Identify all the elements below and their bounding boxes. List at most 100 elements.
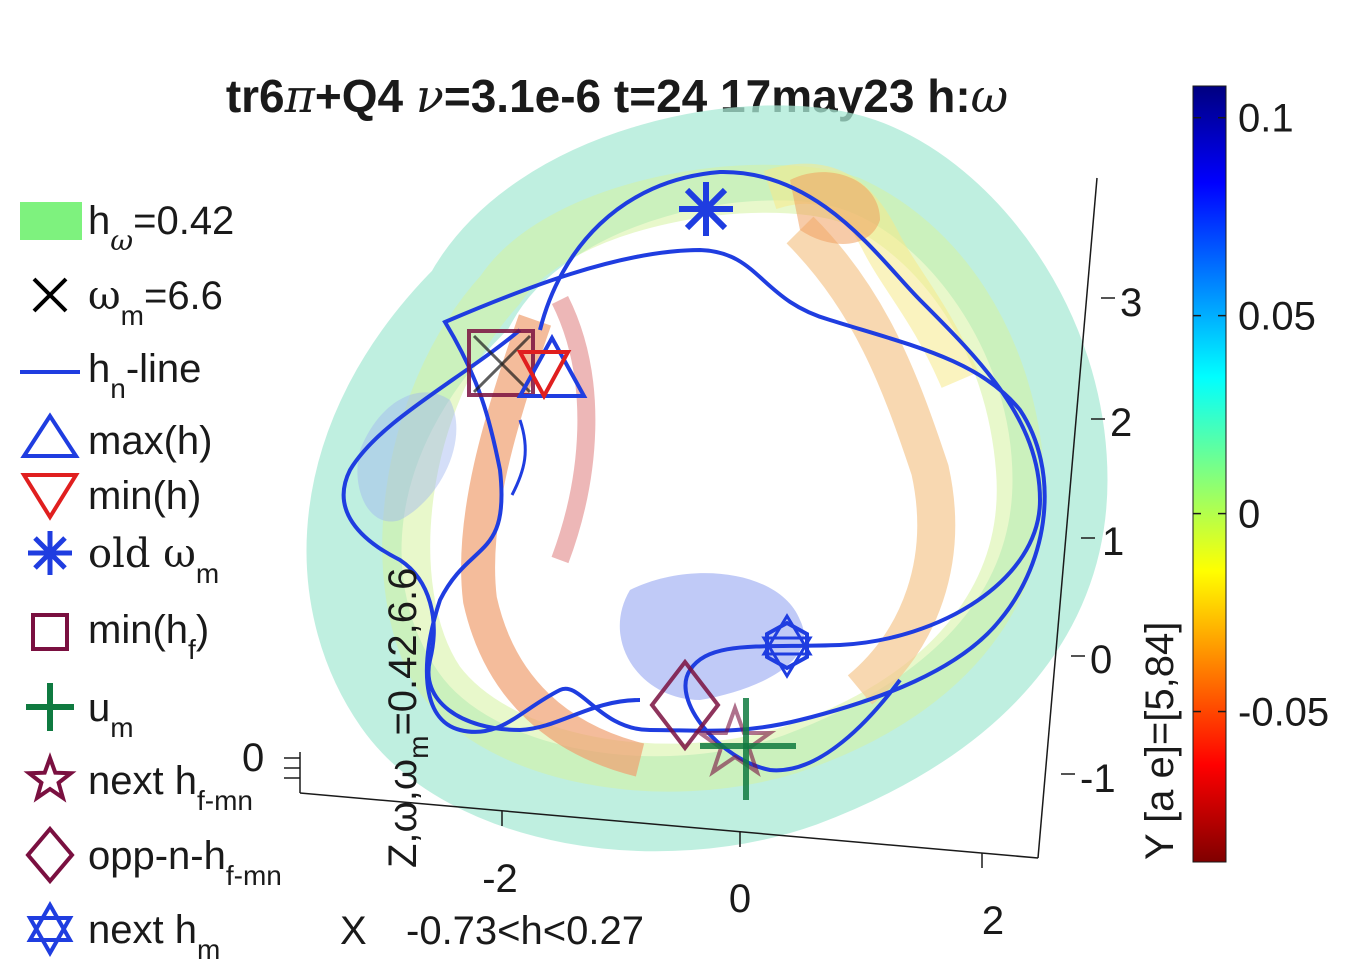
legend-label-sub: ω xyxy=(110,224,133,257)
z-label-tail: =0.42,6.6 xyxy=(381,568,425,736)
colorbar-tick-label: 0.1 xyxy=(1238,97,1294,141)
isosurface-band-red xyxy=(551,295,596,564)
legend-label-main: ω xyxy=(88,273,121,319)
legend-label: next hf-mn xyxy=(88,759,253,816)
marker-diamond-plot xyxy=(649,658,721,752)
legend-label-main: max(h) xyxy=(88,419,212,463)
isosurface-blue-lobe xyxy=(619,573,804,700)
legend-item: max(h) xyxy=(20,412,212,463)
legend-label-sub: f-mn xyxy=(197,785,253,816)
title-part-pi: π xyxy=(284,69,316,123)
x-range-label: -0.73<h<0.27 xyxy=(406,909,644,953)
legend-marker-x xyxy=(32,277,68,313)
legend-marker-star xyxy=(23,752,77,803)
svg-text:Z,ω,ωm=0.42,6.6: Z,ω,ωm=0.42,6.6 xyxy=(381,568,434,868)
x-tick-marks xyxy=(501,811,983,868)
legend-label-main: opp-n-h xyxy=(88,834,226,878)
legend-marker-asterisk xyxy=(28,531,72,575)
legend-label-tail: =6.6 xyxy=(144,274,223,318)
hn-line-series xyxy=(424,169,1047,773)
hn-line-tail xyxy=(510,419,527,496)
x-tick-label: -2 xyxy=(482,857,518,901)
legend-label-sub: f-mn xyxy=(226,860,282,891)
z-label-sub: m xyxy=(403,736,434,759)
y-tick-label: -1 xyxy=(1080,757,1116,801)
colorbar-tick-label: 0 xyxy=(1238,493,1260,537)
colorbar-ticks: 0.1 0.05 0 -0.05 xyxy=(1193,97,1329,735)
legend-item: next hm xyxy=(26,900,220,965)
chart-title: tr6π+Q4 ν=3.1e-6 t=24 17may23 h:ω xyxy=(226,69,1008,123)
legend-label-sub: m xyxy=(121,300,144,331)
legend-label: max(h) xyxy=(88,419,212,463)
x-axis-line xyxy=(299,792,1039,859)
isosurface-plot: -2 0 2 -1 0 1 2 3 0 X -0.73<h<0.27 Y [a … xyxy=(242,105,1182,953)
isosurface-blue-left xyxy=(357,392,457,522)
title-part-nu: ν xyxy=(416,69,444,123)
legend-marker-patch xyxy=(20,202,82,240)
x-tick-label: 0 xyxy=(729,877,751,921)
legend-label: old ωm xyxy=(88,531,219,589)
colorbar-tick-label: -0.05 xyxy=(1238,691,1329,735)
colorbar-tick-label: 0.05 xyxy=(1238,295,1316,339)
marker-min-h-plot xyxy=(516,350,572,401)
marker-min-hf-plot xyxy=(467,329,535,397)
legend-label-tail: -line xyxy=(126,347,202,391)
x-tick-label: 2 xyxy=(982,899,1004,943)
legend-label-main: min(h xyxy=(88,608,188,652)
legend-label-sub: m xyxy=(196,558,219,589)
x-marker-stroke xyxy=(472,334,532,394)
legend-label: hn-line xyxy=(88,347,201,404)
z-tick-label: 0 xyxy=(242,736,264,780)
marker-star-plot xyxy=(693,702,777,777)
legend-label: min(hf) xyxy=(88,608,209,665)
z-label-main: Z,ω,ω xyxy=(381,759,425,868)
legend-label-main: next h xyxy=(88,908,197,952)
title-part-mid: +Q4 xyxy=(315,70,416,122)
legend-label-tail: ) xyxy=(196,608,209,652)
legend-item: min(hf) xyxy=(31,608,209,665)
y-tick-label: 3 xyxy=(1120,281,1142,325)
z-tick-marks xyxy=(284,757,300,779)
legend-item: old ωm xyxy=(28,531,219,589)
marker-old-omega-m-plot xyxy=(679,182,733,236)
legend-label-sub: f xyxy=(188,634,196,665)
legend-marker-hexagram xyxy=(26,900,74,942)
y-tick-label: 2 xyxy=(1110,401,1132,445)
marker-hexagram-plot xyxy=(765,620,809,671)
legend-label: um xyxy=(88,686,134,743)
y-tick-label: 0 xyxy=(1090,638,1112,682)
legend-marker-triangle-down xyxy=(20,473,80,521)
asterisk-stroke xyxy=(684,187,728,231)
marker-um-plot xyxy=(700,698,796,800)
legend-item: ωm=6.6 xyxy=(32,273,223,331)
legend-marker-square xyxy=(31,613,69,651)
isosurface-tube-outer xyxy=(306,105,1108,852)
y-tick-marks xyxy=(1061,297,1115,775)
title-part-pre: tr6 xyxy=(226,70,285,122)
colorbar-gradient xyxy=(1192,85,1227,863)
legend-label: ωm=6.6 xyxy=(88,273,223,331)
legend-label-main: h xyxy=(88,199,110,243)
legend-label-sub: m xyxy=(197,934,220,965)
legend-label-tail: =0.42 xyxy=(133,199,234,243)
x-axis-label: X xyxy=(340,909,367,953)
legend-label-main: next h xyxy=(88,759,197,803)
hn-line-series-left xyxy=(341,328,641,733)
legend-item: um xyxy=(26,683,134,743)
colorbar: 0.1 0.05 0 -0.05 xyxy=(1192,85,1329,863)
legend-label-sub: n xyxy=(110,373,126,404)
legend-label: hω=0.42 xyxy=(88,199,234,257)
marker-omega-m-plot xyxy=(472,334,532,394)
square-marker xyxy=(467,329,535,397)
legend-label: opp-n-hf-mn xyxy=(88,834,282,891)
marker-max-h-plot xyxy=(516,333,588,398)
legend-item: hn-line xyxy=(20,347,201,404)
z-axis-label: Z,ω,ωm=0.42,6.6 xyxy=(381,568,434,868)
legend-marker-triangle-up xyxy=(20,412,80,458)
isosurface-band-warm-left xyxy=(461,314,645,777)
marker-hexagram-plot-inner2 xyxy=(761,636,813,679)
legend-item: opp-n-hf-mn xyxy=(25,825,282,891)
legend-item: next hf-mn xyxy=(23,752,253,816)
legend-marker-diamond xyxy=(25,825,75,885)
